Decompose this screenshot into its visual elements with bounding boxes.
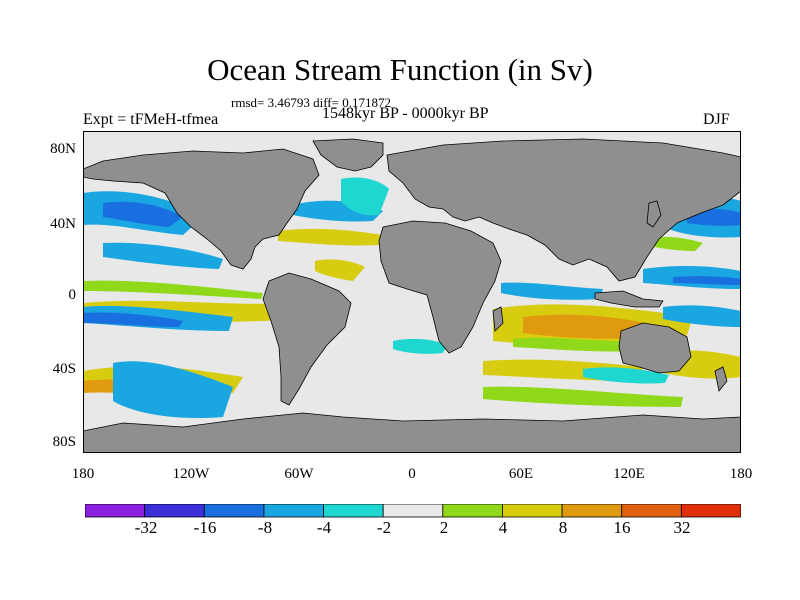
lon-label-60e: 60E (508, 466, 534, 482)
colorbar-label: 32 (673, 518, 691, 537)
colorbar-label: -8 (257, 518, 273, 537)
new-zealand (714, 366, 728, 392)
colorbar-swatch (144, 504, 205, 518)
lon-label-120e: 120E (613, 466, 645, 482)
greenland (312, 138, 384, 172)
eurasia (386, 138, 741, 282)
map-title: Ocean Stream Function (in Sv) (207, 52, 593, 87)
lon-label-180w: 180 (71, 466, 95, 482)
colorbar-label: 16 (613, 518, 631, 537)
antarctica (83, 412, 741, 453)
madagascar (492, 306, 504, 332)
japan (646, 200, 662, 228)
lat-label-0: 0 (68, 287, 77, 303)
colorbar-label: -2 (376, 518, 392, 537)
lon-label-0: 0 (408, 466, 416, 482)
colorbar-label: -16 (193, 518, 217, 537)
colorbar-swatch (85, 504, 146, 518)
stats-text: rmsd= 3.46793 diff= 0.171872 (231, 95, 391, 110)
map-frame (83, 131, 741, 453)
colorbar-swatch (382, 504, 444, 518)
experiment-label: Expt = tFMeH-tfmea (83, 111, 219, 128)
indonesia (594, 290, 664, 308)
colorbar-swatch (621, 504, 682, 518)
colorbar-swatch (323, 504, 384, 518)
africa (378, 220, 502, 354)
colorbar-swatch (502, 504, 563, 518)
colorbar-swatch (263, 504, 324, 518)
colorbar-label: 8 (558, 518, 568, 537)
season-label: DJF (703, 111, 730, 128)
australia (618, 322, 692, 374)
colorbar-swatch (442, 504, 503, 518)
lat-label-40n: 40N (50, 216, 76, 232)
world-map (83, 131, 741, 453)
color-bar (85, 504, 741, 518)
colorbar-label: 2 (439, 518, 449, 537)
south-america (262, 272, 352, 406)
colorbar-swatch (561, 504, 623, 518)
colorbar-swatch (203, 504, 265, 518)
lat-label-40s: 40S (52, 361, 76, 377)
land-masses (83, 138, 741, 453)
period-label: 1548kyr BP - 0000kyr BP (322, 105, 489, 122)
lon-label-120w: 120W (172, 466, 210, 482)
colorbar-label: 4 (498, 518, 508, 537)
lon-label-60w: 60W (284, 466, 314, 482)
colorbar-label: -4 (316, 518, 332, 537)
negative-anomaly-bands (83, 177, 741, 419)
colorbar-swatch (680, 504, 741, 518)
colorbar-label: -32 (134, 518, 158, 537)
lat-label-80n: 80N (50, 141, 76, 157)
lat-label-80s: 80S (52, 434, 76, 450)
north-america (83, 148, 320, 270)
lon-label-180e: 180 (729, 466, 753, 482)
